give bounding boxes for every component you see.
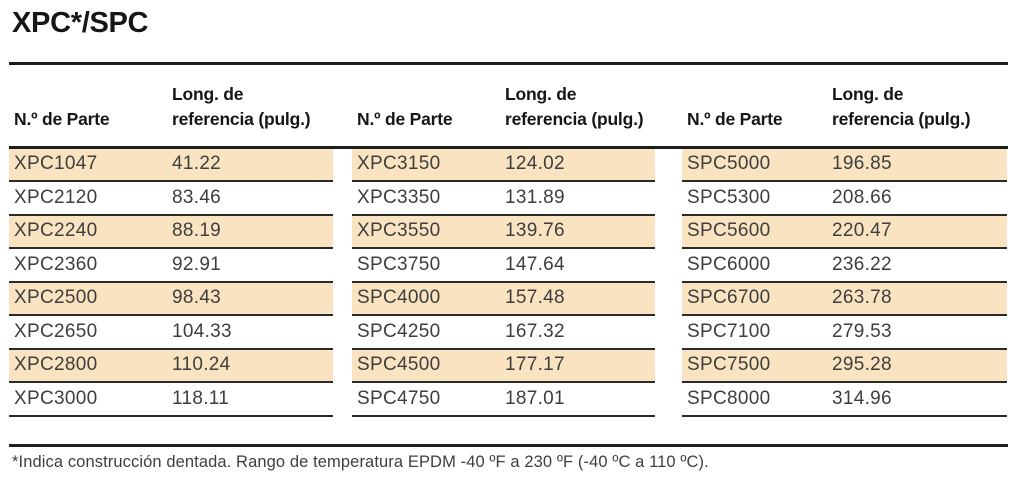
table-row: SPC5000 196.85	[682, 148, 1007, 182]
reference-length-cell: 110.24	[172, 354, 231, 376]
reference-length-cell: 104.33	[172, 320, 232, 342]
reference-length-cell: 279.53	[832, 320, 892, 342]
header-group: N.º de Parte Long. de referencia (pulg.)	[9, 64, 333, 146]
table-row: SPC3750 147.64	[352, 249, 655, 283]
reference-length-header-line2: referencia (pulg.)	[505, 109, 644, 129]
reference-length-cell: 236.22	[832, 253, 892, 275]
part-number-cell: SPC5000	[687, 153, 771, 175]
part-number-cell: XPC2360	[14, 253, 98, 275]
table-column-group: XPC1047 41.22 XPC2120 83.46 XPC2240 88.19 XPC2…	[9, 148, 333, 417]
table-row: XPC3150 124.02	[352, 148, 655, 182]
part-number-cell: XPC3550	[357, 220, 441, 242]
reference-length-cell: 263.78	[832, 287, 892, 309]
table-row: SPC5300 208.66	[682, 182, 1007, 216]
reference-length-header: Long. de referencia (pulg.)	[827, 82, 971, 132]
part-number-header: N.º de Parte	[357, 109, 453, 129]
part-number-cell: XPC3150	[357, 153, 441, 175]
table-row: XPC2240 88.19	[9, 215, 333, 249]
part-number-cell: SPC4750	[357, 387, 441, 409]
reference-length-cell: 124.02	[505, 153, 565, 175]
reference-length-header-line1: Long. de	[505, 84, 577, 104]
header-bottom-rule	[9, 146, 1008, 149]
reference-length-cell: 196.85	[832, 153, 892, 175]
reference-length-cell: 98.43	[172, 287, 222, 309]
part-number-cell: SPC4250	[357, 320, 441, 342]
part-number-cell: SPC3750	[357, 253, 441, 275]
reference-length-cell: 83.46	[172, 186, 222, 208]
reference-length-header-line1: Long. de	[172, 84, 244, 104]
table-row: XPC2650 104.33	[9, 316, 333, 350]
reference-length-header: Long. de referencia (pulg.)	[500, 82, 644, 132]
table-row: SPC6000 236.22	[682, 249, 1007, 283]
part-number-header: N.º de Parte	[14, 109, 110, 129]
table-row: SPC7500 295.28	[682, 349, 1007, 383]
table-row: XPC2500 98.43	[9, 282, 333, 316]
table-row: SPC8000 314.96	[682, 383, 1007, 417]
part-number-header: N.º de Parte	[687, 109, 783, 129]
table-body: XPC1047 41.22 XPC2120 83.46 XPC2240 88.19 XPC2…	[9, 148, 1008, 417]
table-row: XPC1047 41.22	[9, 148, 333, 182]
part-number-cell: XPC2240	[14, 220, 98, 242]
reference-length-cell: 147.64	[505, 253, 565, 275]
table-row: XPC2120 83.46	[9, 182, 333, 216]
reference-length-cell: 157.48	[505, 287, 565, 309]
table-header-row: N.º de Parte Long. de referencia (pulg.) N.…	[9, 64, 1008, 146]
part-number-cell: XPC2800	[14, 354, 98, 376]
part-number-cell: SPC6700	[687, 287, 771, 309]
table-row: XPC3000 118.11	[9, 383, 333, 417]
table-row: SPC4750 187.01	[352, 383, 655, 417]
top-rule	[9, 62, 1008, 65]
table-row: SPC4500 177.17	[352, 349, 655, 383]
reference-length-header-line2: referencia (pulg.)	[832, 109, 971, 129]
table-row: SPC6700 263.78	[682, 282, 1007, 316]
reference-length-cell: 295.28	[832, 354, 892, 376]
reference-length-cell: 220.47	[832, 220, 892, 242]
page-title: XPC*/SPC	[12, 7, 149, 39]
part-number-cell: SPC5600	[687, 220, 771, 242]
reference-length-cell: 177.17	[505, 354, 565, 376]
table-row: SPC5600 220.47	[682, 215, 1007, 249]
reference-length-cell: 92.91	[172, 253, 222, 275]
header-group: N.º de Parte Long. de referencia (pulg.)	[682, 64, 1007, 146]
table-column-group: XPC3150 124.02 XPC3350 131.89 XPC3550 139.76 S…	[352, 148, 655, 417]
reference-length-cell: 131.89	[505, 186, 565, 208]
part-number-cell: XPC2120	[14, 186, 98, 208]
part-number-cell: SPC7500	[687, 354, 771, 376]
header-group: N.º de Parte Long. de referencia (pulg.)	[352, 64, 655, 146]
part-number-cell: XPC3350	[357, 186, 441, 208]
reference-length-cell: 208.66	[832, 186, 892, 208]
footnote-rule	[9, 444, 1008, 447]
part-number-cell: XPC2500	[14, 287, 98, 309]
part-number-cell: SPC8000	[687, 387, 771, 409]
table-row: SPC4250 167.32	[352, 316, 655, 350]
table-row: XPC2360 92.91	[9, 249, 333, 283]
part-number-cell: SPC4000	[357, 287, 441, 309]
table-row: SPC7100 279.53	[682, 316, 1007, 350]
reference-length-header-line1: Long. de	[832, 84, 904, 104]
part-number-cell: XPC2650	[14, 320, 98, 342]
table-row: XPC2800 110.24	[9, 349, 333, 383]
reference-length-cell: 187.01	[505, 387, 565, 409]
reference-length-cell: 118.11	[172, 387, 230, 409]
part-number-cell: XPC3000	[14, 387, 98, 409]
reference-length-header: Long. de referencia (pulg.)	[167, 82, 311, 132]
footnote: *Indica construcción dentada. Rango de t…	[12, 453, 709, 471]
reference-length-header-line2: referencia (pulg.)	[172, 109, 311, 129]
table-row: XPC3350 131.89	[352, 182, 655, 216]
reference-length-cell: 139.76	[505, 220, 565, 242]
part-number-cell: XPC1047	[14, 153, 98, 175]
part-number-cell: SPC4500	[357, 354, 441, 376]
table-row: SPC4000 157.48	[352, 282, 655, 316]
table-row: XPC3550 139.76	[352, 215, 655, 249]
reference-length-cell: 314.96	[832, 387, 892, 409]
part-number-cell: SPC5300	[687, 186, 771, 208]
part-number-cell: SPC7100	[687, 320, 771, 342]
reference-length-cell: 167.32	[505, 320, 565, 342]
reference-length-cell: 88.19	[172, 220, 222, 242]
table-column-group: SPC5000 196.85 SPC5300 208.66 SPC5600 220.47 S…	[682, 148, 1007, 417]
part-number-cell: SPC6000	[687, 253, 771, 275]
reference-length-cell: 41.22	[172, 153, 222, 175]
